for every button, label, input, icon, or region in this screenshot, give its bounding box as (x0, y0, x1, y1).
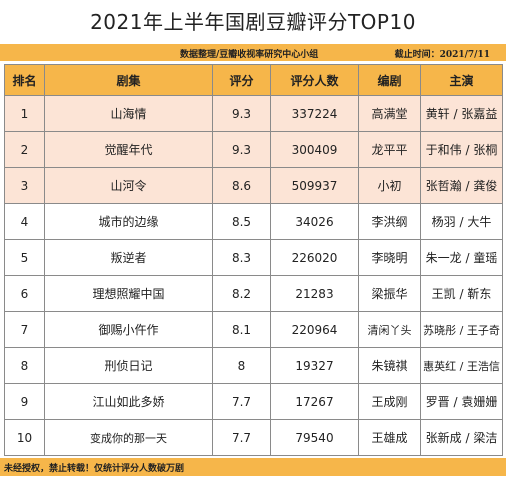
drama-cell: 御赐小仵作 (44, 311, 213, 348)
cast-cell: 张哲瀚 / 龚俊 (420, 167, 503, 204)
raters-cell: 79540 (270, 419, 359, 456)
ranking-table: 排名 剧集 评分 评分人数 编剧 主演 1 山海情 9.3 337224 高满堂… (4, 64, 503, 456)
header-score: 评分 (212, 64, 271, 96)
writer-cell: 高满堂 (358, 95, 421, 132)
drama-cell: 理想照耀中国 (44, 275, 213, 312)
cutoff-date: 截止时间：2021/7/11 (394, 50, 490, 60)
table-row: 4 城市的边缘 8.5 34026 李洪纲 杨羽 / 大牛 (4, 203, 503, 240)
table-row: 1 山海情 9.3 337224 高满堂 黄轩 / 张嘉益 (4, 95, 503, 132)
writer-cell: 小初 (358, 167, 421, 204)
drama-cell: 山海情 (44, 95, 213, 132)
source-bar: 数据整理/豆瓣收视率研究中心小组 截止时间：2021/7/11 (0, 44, 506, 61)
drama-cell: 城市的边缘 (44, 203, 213, 240)
writer-cell: 清闲丫头 (358, 311, 421, 348)
cast-cell: 苏晓彤 / 王子奇 (420, 311, 503, 348)
score-cell: 8.5 (212, 203, 271, 240)
rank-cell: 8 (4, 347, 45, 384)
cast-cell: 于和伟 / 张桐 (420, 131, 503, 168)
raters-cell: 21283 (270, 275, 359, 312)
raters-cell: 220964 (270, 311, 359, 348)
page-title: 2021年上半年国剧豆瓣评分TOP10 (90, 10, 416, 34)
table-row: 9 江山如此多娇 7.7 17267 王成刚 罗晋 / 袁姗姗 (4, 383, 503, 420)
drama-cell: 山河令 (44, 167, 213, 204)
raters-cell: 19327 (270, 347, 359, 384)
cast-cell: 杨羽 / 大牛 (420, 203, 503, 240)
writer-cell: 李洪纲 (358, 203, 421, 240)
score-cell: 8.6 (212, 167, 271, 204)
table-row: 3 山河令 8.6 509937 小初 张哲瀚 / 龚俊 (4, 167, 503, 204)
rank-cell: 4 (4, 203, 45, 240)
drama-cell: 刑侦日记 (44, 347, 213, 384)
writer-cell: 王成刚 (358, 383, 421, 420)
score-cell: 9.3 (212, 95, 271, 132)
footer-note: 未经授权，禁止转载！仅统计评分人数破万剧 (4, 464, 185, 474)
score-cell: 7.7 (212, 419, 271, 456)
table-row: 8 刑侦日记 8 19327 朱镜祺 惠英红 / 王浩信 (4, 347, 503, 384)
score-cell: 8 (212, 347, 271, 384)
rank-cell: 10 (4, 419, 45, 456)
rank-cell: 5 (4, 239, 45, 276)
table-row: 2 觉醒年代 9.3 300409 龙平平 于和伟 / 张桐 (4, 131, 503, 168)
header-raters: 评分人数 (270, 64, 359, 96)
cast-cell: 王凯 / 靳东 (420, 275, 503, 312)
rank-cell: 6 (4, 275, 45, 312)
raters-cell: 226020 (270, 239, 359, 276)
table-row: 5 叛逆者 8.3 226020 李晓明 朱一龙 / 童瑶 (4, 239, 503, 276)
raters-cell: 300409 (270, 131, 359, 168)
raters-cell: 337224 (270, 95, 359, 132)
cast-cell: 张新成 / 梁洁 (420, 419, 503, 456)
header-drama: 剧集 (44, 64, 213, 96)
header-cast: 主演 (420, 64, 503, 96)
rank-cell: 2 (4, 131, 45, 168)
cast-cell: 朱一龙 / 童瑶 (420, 239, 503, 276)
header-writer: 编剧 (358, 64, 421, 96)
raters-cell: 17267 (270, 383, 359, 420)
writer-cell: 梁振华 (358, 275, 421, 312)
score-cell: 9.3 (212, 131, 271, 168)
rank-cell: 9 (4, 383, 45, 420)
drama-cell: 叛逆者 (44, 239, 213, 276)
writer-cell: 朱镜祺 (358, 347, 421, 384)
score-cell: 7.7 (212, 383, 271, 420)
rank-cell: 7 (4, 311, 45, 348)
raters-cell: 509937 (270, 167, 359, 204)
rank-cell: 3 (4, 167, 45, 204)
writer-cell: 王雄成 (358, 419, 421, 456)
header-rank: 排名 (4, 64, 45, 96)
drama-cell: 江山如此多娇 (44, 383, 213, 420)
score-cell: 8.1 (212, 311, 271, 348)
writer-cell: 李晓明 (358, 239, 421, 276)
drama-cell: 变成你的那一天 (44, 419, 213, 456)
table-row: 10 变成你的那一天 7.7 79540 王雄成 张新成 / 梁洁 (4, 419, 503, 456)
rank-cell: 1 (4, 95, 45, 132)
drama-cell: 觉醒年代 (44, 131, 213, 168)
writer-cell: 龙平平 (358, 131, 421, 168)
table-row: 6 理想照耀中国 8.2 21283 梁振华 王凯 / 靳东 (4, 275, 503, 312)
table-header-row: 排名 剧集 评分 评分人数 编剧 主演 (4, 64, 503, 96)
cast-cell: 罗晋 / 袁姗姗 (420, 383, 503, 420)
score-cell: 8.2 (212, 275, 271, 312)
raters-cell: 34026 (270, 203, 359, 240)
cast-cell: 惠英红 / 王浩信 (420, 347, 503, 384)
source-text: 数据整理/豆瓣收视率研究中心小组 (180, 50, 319, 60)
footer-bar: 未经授权，禁止转载！仅统计评分人数破万剧 (0, 458, 506, 476)
cast-cell: 黄轩 / 张嘉益 (420, 95, 503, 132)
table-row: 7 御赐小仵作 8.1 220964 清闲丫头 苏晓彤 / 王子奇 (4, 311, 503, 348)
score-cell: 8.3 (212, 239, 271, 276)
